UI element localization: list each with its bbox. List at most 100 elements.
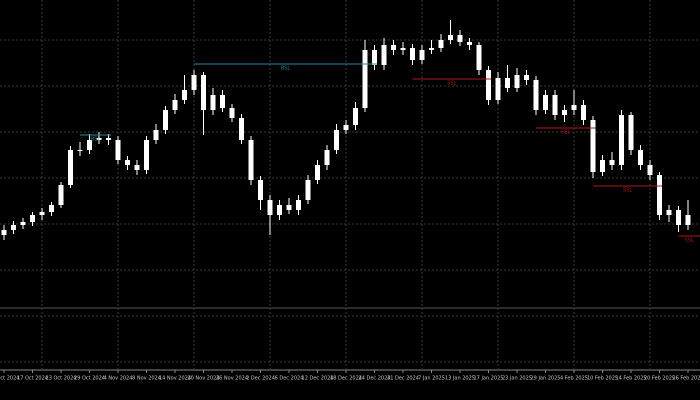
candle-body bbox=[524, 75, 529, 80]
candle-body bbox=[362, 50, 368, 108]
candle-body bbox=[628, 115, 634, 150]
candle-body bbox=[1, 230, 7, 235]
candle-body bbox=[533, 80, 539, 110]
candle-body bbox=[410, 48, 415, 60]
candle-body bbox=[600, 160, 605, 172]
candle-body bbox=[552, 95, 558, 115]
candle-body bbox=[429, 48, 434, 50]
candle-body bbox=[172, 100, 178, 110]
candle-body bbox=[514, 75, 520, 88]
x-tick-label: 6 Dec 2024 bbox=[275, 376, 304, 382]
candle-body bbox=[220, 95, 225, 108]
candle-body bbox=[277, 205, 282, 215]
candle-body bbox=[153, 130, 159, 140]
candle-body bbox=[581, 105, 586, 120]
candle-body bbox=[448, 35, 453, 40]
candle-body bbox=[248, 140, 254, 180]
x-tick-label: 24 Dec 2024 bbox=[359, 376, 391, 382]
candle-body bbox=[96, 138, 102, 140]
x-tick-label: 20 Nov 2024 bbox=[187, 376, 219, 382]
x-tick-label: 26 Feb 2025 bbox=[672, 376, 700, 382]
candle-body bbox=[286, 205, 292, 210]
x-tick-label: 17 Oct 2024 bbox=[17, 376, 48, 382]
candle-body bbox=[666, 210, 672, 215]
candle-body bbox=[115, 140, 121, 160]
candle-body bbox=[125, 160, 130, 165]
candle-body bbox=[676, 210, 681, 225]
x-tick-label: 12 Dec 2024 bbox=[302, 376, 334, 382]
candle-body bbox=[77, 150, 83, 151]
candle-body bbox=[229, 108, 235, 118]
candle-body bbox=[315, 165, 320, 180]
candle-body bbox=[562, 110, 567, 115]
x-tick-label: 31 Dec 2024 bbox=[387, 376, 419, 382]
candle-body bbox=[163, 110, 168, 130]
candle-body bbox=[182, 90, 187, 100]
candle-body bbox=[438, 40, 444, 48]
x-tick-label: 29 Oct 2024 bbox=[74, 376, 105, 382]
candle-body bbox=[210, 95, 216, 110]
candle-body bbox=[267, 200, 273, 215]
x-tick-label: 14 Nov 2024 bbox=[159, 376, 191, 382]
x-tick-label: 26 Nov 2024 bbox=[216, 376, 248, 382]
x-tick-label: 13 Jan 2025 bbox=[445, 376, 475, 382]
candle-body bbox=[258, 180, 263, 200]
level-label: BSL bbox=[281, 66, 291, 72]
level-label: SSL bbox=[447, 81, 456, 87]
candle-body bbox=[106, 138, 111, 140]
candle-body bbox=[30, 215, 35, 222]
x-tick-label: 4 Nov 2024 bbox=[104, 376, 133, 382]
level-label: SSL bbox=[623, 188, 632, 194]
candle-body bbox=[590, 120, 596, 172]
candle-body bbox=[343, 125, 349, 130]
level-label: SSL bbox=[685, 238, 694, 244]
candle-body bbox=[11, 225, 16, 230]
candle-body bbox=[201, 75, 206, 110]
candle-body bbox=[391, 45, 396, 50]
candle-body bbox=[543, 95, 548, 110]
candle-body bbox=[647, 165, 653, 175]
candle-body bbox=[495, 78, 501, 100]
candle-body bbox=[20, 222, 26, 225]
level-label: SSL bbox=[561, 130, 570, 136]
x-tick-label: 8 Nov 2024 bbox=[132, 376, 161, 382]
candle-body bbox=[619, 115, 624, 165]
x-tick-label: 23 Jan 2025 bbox=[502, 376, 532, 382]
x-tick-label: 20 Feb 2025 bbox=[644, 376, 675, 382]
candle-body bbox=[400, 48, 406, 50]
x-tick-label: 29 Jan 2025 bbox=[531, 376, 561, 382]
candle-body bbox=[296, 200, 301, 210]
candle-body bbox=[381, 45, 387, 65]
candle-body bbox=[39, 212, 45, 215]
candle-body bbox=[58, 185, 64, 205]
candle-body bbox=[486, 70, 491, 100]
x-tick-label: 17 Jan 2025 bbox=[474, 376, 504, 382]
candle-body bbox=[134, 165, 140, 170]
x-tick-label: 2 Dec 2024 bbox=[246, 376, 275, 382]
x-tick-label: 4 Feb 2025 bbox=[560, 376, 588, 382]
candle-body bbox=[638, 150, 643, 165]
candle-body bbox=[372, 50, 377, 65]
x-tick-label: 18 Dec 2024 bbox=[330, 376, 362, 382]
candle-body bbox=[457, 35, 463, 42]
x-tick-label: 23 Oct 2024 bbox=[46, 376, 77, 382]
candle-body bbox=[609, 160, 615, 165]
candle-body bbox=[571, 105, 577, 110]
candle-body bbox=[144, 140, 149, 170]
level-label: BSL bbox=[91, 137, 101, 143]
candle-body bbox=[419, 50, 425, 60]
candle-body bbox=[685, 215, 691, 225]
candle-body bbox=[68, 150, 73, 185]
candle-body bbox=[353, 108, 358, 125]
x-tick-label: 10 Feb 2025 bbox=[587, 376, 618, 382]
candle-body bbox=[239, 118, 244, 140]
candle-body bbox=[657, 175, 662, 215]
candle-body bbox=[324, 150, 330, 165]
candle-body bbox=[467, 42, 472, 45]
candle-body bbox=[191, 75, 197, 90]
candle-body bbox=[505, 78, 510, 88]
x-tick-label: 15 Oct 2024 bbox=[0, 376, 19, 382]
